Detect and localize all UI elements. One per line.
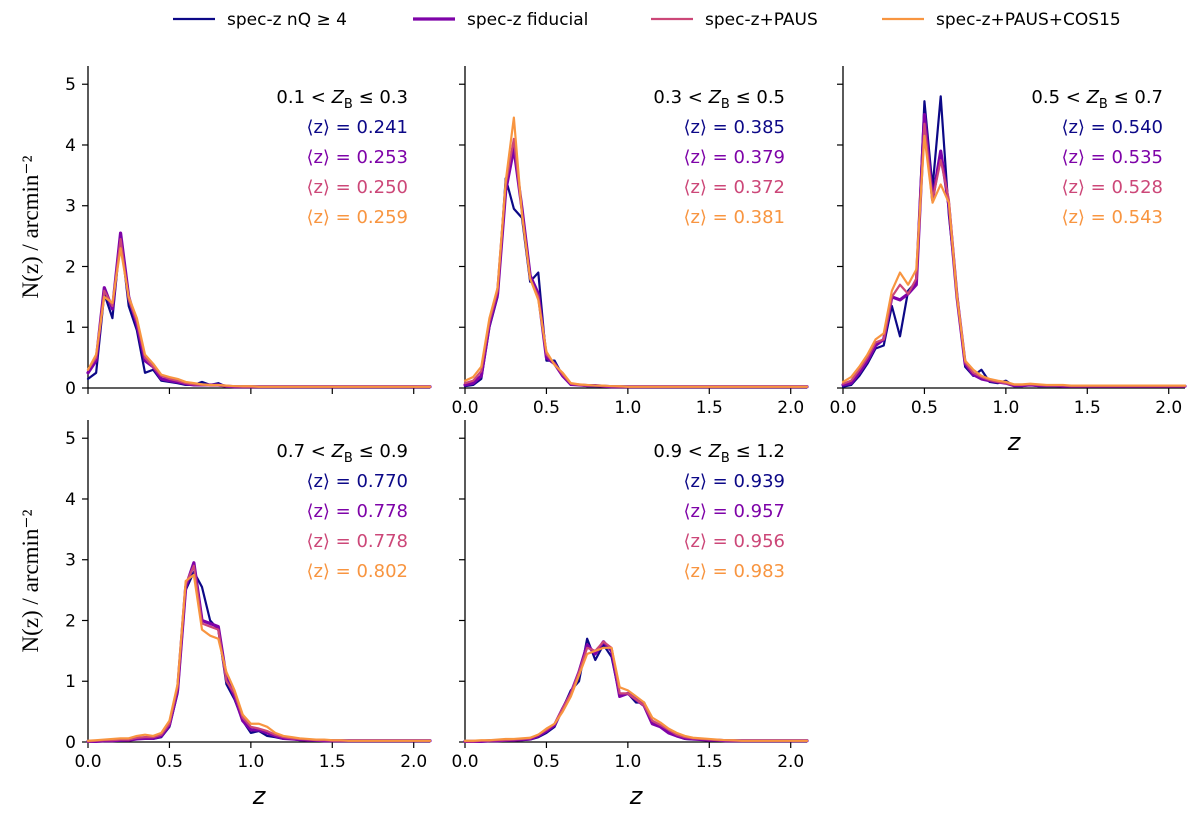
panel-5: 0.0 0.5 1.0 1.5 2.0 z 0.9 < ZB ≤ 1.2 ⟨z⟩ = 0.93… bbox=[451, 420, 809, 810]
y-tick-label: 4 bbox=[65, 490, 76, 510]
x-tick-label: 0.5 bbox=[533, 752, 560, 772]
mean-label-paus: ⟨z⟩ = 0.250 bbox=[306, 177, 408, 198]
y-tick-label: 4 bbox=[65, 136, 76, 156]
x-tick-label: 2.0 bbox=[777, 752, 804, 772]
panel-title: 0.9 < ZB ≤ 1.2 bbox=[653, 441, 785, 466]
x-tick-label: 2.0 bbox=[777, 398, 804, 418]
x-tick-label: 1.5 bbox=[696, 752, 723, 772]
x-tick-label: 1.5 bbox=[1074, 398, 1101, 418]
series-line-nq4 bbox=[86, 570, 432, 743]
mean-label-paus: ⟨z⟩ = 0.372 bbox=[683, 177, 785, 198]
y-tick-label: 0 bbox=[65, 379, 76, 399]
y-axis-label: N(z) / arcmin⁻² bbox=[18, 155, 43, 298]
mean-label-paus: ⟨z⟩ = 0.528 bbox=[1061, 177, 1163, 198]
y-tick-label: 2 bbox=[65, 257, 76, 277]
series-line-cos15 bbox=[463, 116, 809, 388]
mean-label-fiducial: ⟨z⟩ = 0.535 bbox=[1061, 147, 1163, 168]
mean-label-nq4: ⟨z⟩ = 0.241 bbox=[306, 117, 408, 138]
mean-label-fiducial: ⟨z⟩ = 0.253 bbox=[306, 147, 408, 168]
panel-3: 0.0 0.5 1.0 1.5 2.0 z 0.5 < ZB ≤ 0.7 ⟨z⟩ = 0.54… bbox=[829, 66, 1187, 456]
panel-1: 0 1 2 3 4 5 N(z) / arcmin⁻² 0.1 < ZB ≤ 0.3 ⟨z⟩ =… bbox=[18, 66, 432, 399]
x-tick-label: 0.0 bbox=[451, 398, 478, 418]
panel-4: 0.0 0.5 1.0 1.5 2.0 0 1 2 3 4 5 z N(z) / arcmin⁻² 0.7… bbox=[18, 420, 432, 810]
series-line-fiducial bbox=[463, 640, 809, 743]
mean-label-cos15: ⟨z⟩ = 0.259 bbox=[306, 207, 408, 228]
series-line-cos15 bbox=[463, 646, 809, 742]
x-tick-label: 2.0 bbox=[400, 752, 427, 772]
mean-label-fiducial: ⟨z⟩ = 0.778 bbox=[306, 501, 408, 522]
legend-label-nq4: spec-z nQ ≥ 4 bbox=[227, 10, 347, 30]
panel-title: 0.3 < ZB ≤ 0.5 bbox=[653, 87, 785, 112]
series-line-cos15 bbox=[86, 573, 432, 742]
series-line-nq4 bbox=[841, 95, 1187, 388]
series-line-paus bbox=[86, 564, 432, 743]
series-line-nq4 bbox=[86, 235, 432, 388]
panel-title: 0.1 < ZB ≤ 0.3 bbox=[276, 87, 408, 112]
series-line-cos15 bbox=[86, 247, 432, 388]
panel-2: 0.0 0.5 1.0 1.5 2.0 0.3 < ZB ≤ 0.5 ⟨z⟩ = 0.385… bbox=[451, 66, 809, 418]
panel-title: 0.7 < ZB ≤ 0.9 bbox=[276, 441, 408, 466]
x-axis-label: z bbox=[1007, 428, 1022, 456]
legend-label-fiducial: spec-z fiducial bbox=[467, 10, 588, 30]
series-line-cos15 bbox=[841, 134, 1187, 387]
legend-label-cos15: spec-z+PAUS+COS15 bbox=[936, 10, 1121, 30]
y-tick-label: 5 bbox=[65, 429, 76, 449]
x-tick-label: 1.0 bbox=[614, 398, 641, 418]
x-tick-label: 0.5 bbox=[156, 752, 183, 772]
x-tick-label: 0.0 bbox=[829, 398, 856, 418]
y-axis-label: N(z) / arcmin⁻² bbox=[18, 509, 43, 652]
mean-label-nq4: ⟨z⟩ = 0.770 bbox=[306, 471, 408, 492]
series-line-nq4 bbox=[463, 637, 809, 743]
x-tick-label: 1.5 bbox=[696, 398, 723, 418]
x-tick-label: 1.0 bbox=[614, 752, 641, 772]
series-line-fiducial bbox=[86, 231, 432, 389]
series-line-paus bbox=[463, 640, 809, 743]
mean-label-cos15: ⟨z⟩ = 0.983 bbox=[683, 561, 785, 582]
y-tick-label: 3 bbox=[65, 551, 76, 571]
mean-label-fiducial: ⟨z⟩ = 0.379 bbox=[683, 147, 785, 168]
x-tick-label: 0.5 bbox=[533, 398, 560, 418]
y-tick-label: 5 bbox=[65, 75, 76, 95]
y-tick-label: 1 bbox=[65, 672, 76, 692]
mean-label-cos15: ⟨z⟩ = 0.543 bbox=[1061, 207, 1163, 228]
x-tick-label: 0.5 bbox=[911, 398, 938, 418]
x-axis-label: z bbox=[252, 782, 267, 810]
series-line-fiducial bbox=[86, 561, 432, 743]
x-tick-label: 2.0 bbox=[1155, 398, 1182, 418]
y-tick-label: 2 bbox=[65, 611, 76, 631]
panels: 0 1 2 3 4 5 N(z) / arcmin⁻² 0.1 < ZB ≤ 0.3 ⟨z⟩ =… bbox=[18, 66, 1187, 810]
legend-label-paus: spec-z+PAUS bbox=[705, 10, 818, 30]
mean-label-nq4: ⟨z⟩ = 0.385 bbox=[683, 117, 785, 138]
x-tick-label: 1.5 bbox=[319, 752, 346, 772]
mean-label-cos15: ⟨z⟩ = 0.802 bbox=[306, 561, 408, 582]
panel-title: 0.5 < ZB ≤ 0.7 bbox=[1031, 87, 1163, 112]
y-tick-label: 3 bbox=[65, 197, 76, 217]
mean-label-fiducial: ⟨z⟩ = 0.957 bbox=[683, 501, 785, 522]
mean-label-cos15: ⟨z⟩ = 0.381 bbox=[683, 207, 785, 228]
mean-label-nq4: ⟨z⟩ = 0.939 bbox=[683, 471, 785, 492]
mean-label-paus: ⟨z⟩ = 0.778 bbox=[306, 531, 408, 552]
mean-label-nq4: ⟨z⟩ = 0.540 bbox=[1061, 117, 1163, 138]
y-tick-label: 1 bbox=[65, 318, 76, 338]
x-tick-label: 0.0 bbox=[451, 752, 478, 772]
series-line-paus bbox=[86, 238, 432, 388]
mean-label-paus: ⟨z⟩ = 0.956 bbox=[683, 531, 785, 552]
legend: spec-z nQ ≥ 4 spec-z fiducial spec-z+PAUS s… bbox=[173, 10, 1121, 30]
x-axis-label: z bbox=[629, 782, 644, 810]
y-tick-label: 0 bbox=[65, 733, 76, 753]
x-tick-label: 1.0 bbox=[237, 752, 264, 772]
x-tick-label: 1.0 bbox=[992, 398, 1019, 418]
x-tick-label: 0.0 bbox=[74, 752, 101, 772]
